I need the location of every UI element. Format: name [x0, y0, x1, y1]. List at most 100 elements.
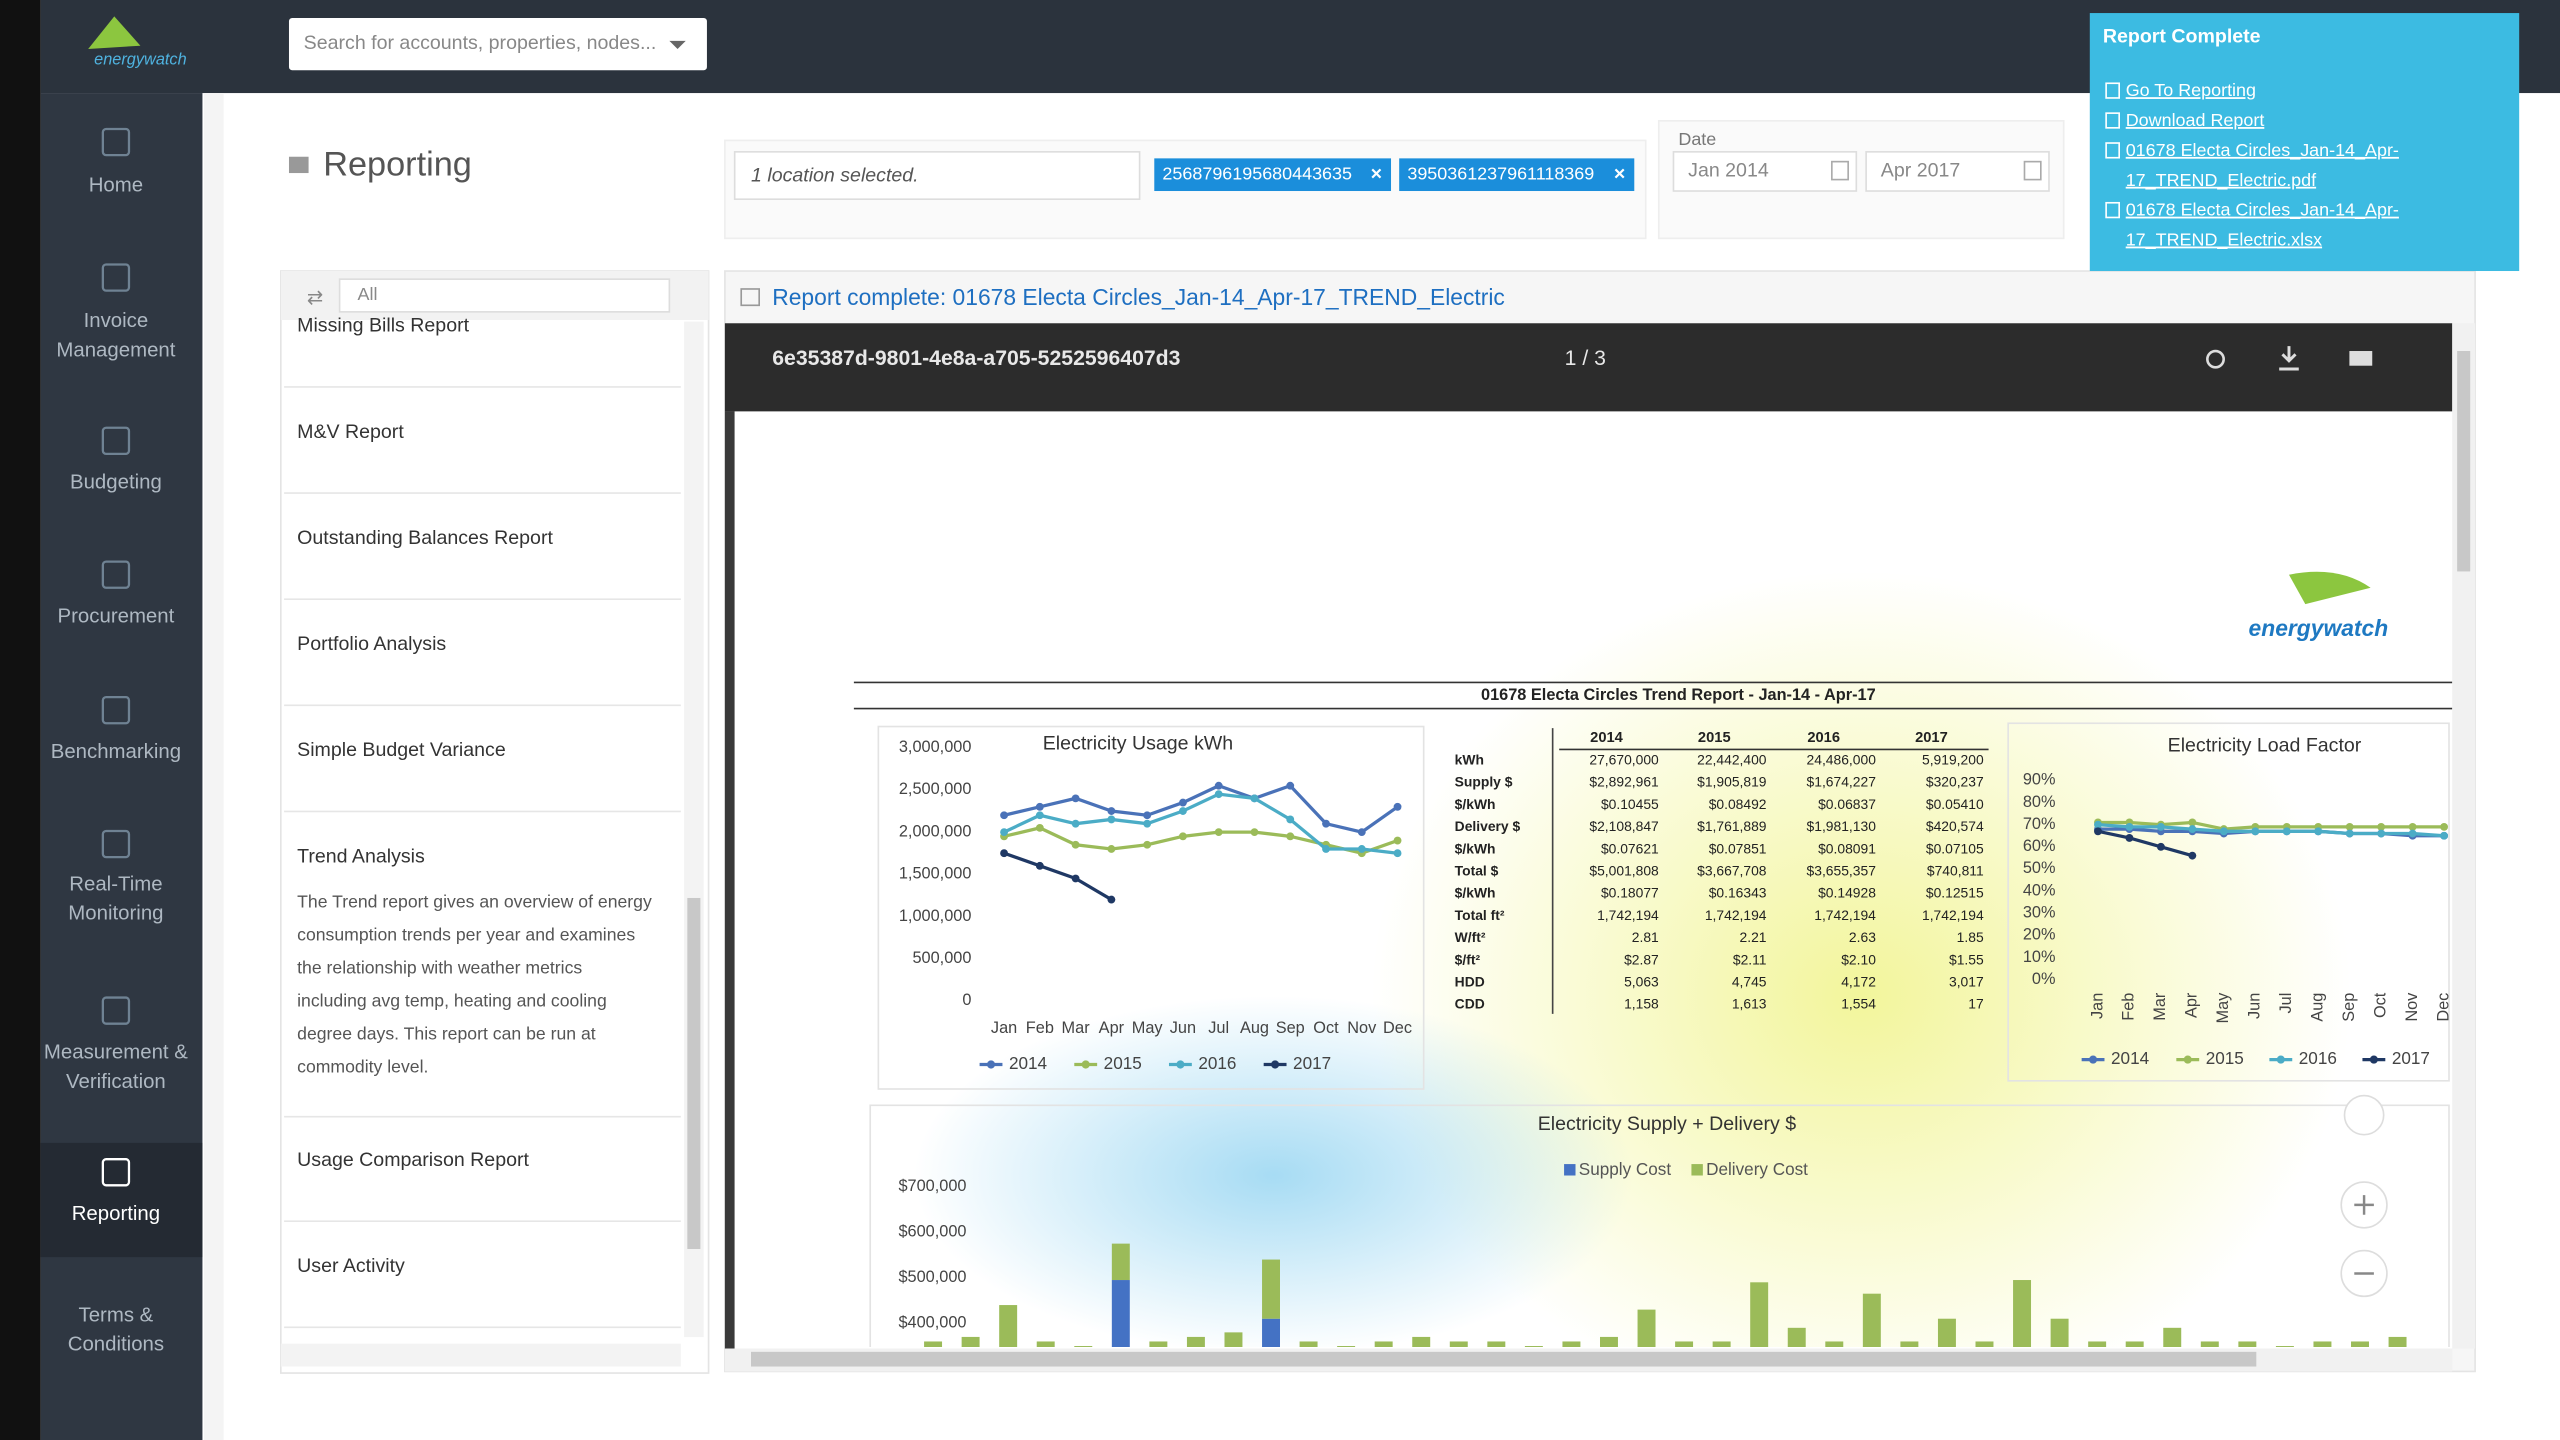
report-item[interactable]: User Activity [297, 1255, 405, 1277]
chart-title: Electricity Load Factor [2168, 734, 2362, 756]
series-marker [1107, 845, 1116, 853]
date-from[interactable]: Jan 2014 [1688, 160, 1769, 182]
notification-link[interactable]: Go To Reporting [2126, 80, 2256, 100]
table-cell: 2.63 [1849, 929, 1876, 945]
table-cell: $0.16343 [1709, 885, 1767, 901]
series-marker [1357, 828, 1366, 837]
notification-link[interactable]: 17_TREND_Electric.xlsx [2126, 230, 2322, 251]
tag-label[interactable]: 3950361237961118369 [1407, 163, 1594, 183]
table-cell: $0.07621 [1601, 840, 1659, 856]
search-caret [669, 40, 686, 49]
tag-remove[interactable]: × [1371, 163, 1382, 185]
calendar-icon[interactable] [1831, 160, 1849, 181]
nav-label[interactable]: Monitoring [68, 903, 163, 925]
table-cell: $2.10 [1841, 951, 1876, 967]
nav-icon[interactable] [101, 263, 131, 292]
tag-label[interactable]: 2568796195680443635 [1162, 163, 1352, 183]
nav-label[interactable]: Measurement & [44, 1041, 188, 1063]
nav-label[interactable]: Terms & [79, 1304, 154, 1326]
table-row-label: $/ft² [1455, 951, 1481, 967]
series-marker [1179, 807, 1187, 815]
series-marker [1179, 832, 1187, 841]
nav-label[interactable]: Benchmarking [51, 741, 181, 763]
nav-label[interactable]: Conditions [68, 1334, 164, 1356]
link-icon [2105, 112, 2120, 129]
download-button[interactable] [2279, 346, 2299, 371]
notification-link[interactable]: 01678 Electa Circles_Jan-14_Apr- [2126, 200, 2399, 221]
y-tick-label: 2,500,000 [899, 780, 972, 798]
nav-icon[interactable] [101, 560, 131, 589]
nav-label[interactable]: Management [56, 339, 175, 361]
print-button[interactable] [2349, 351, 2373, 366]
series-marker [1071, 840, 1080, 849]
nav-label[interactable]: Invoice [84, 310, 149, 332]
nav-icon[interactable] [101, 426, 131, 456]
tag-remove[interactable]: × [1614, 163, 1625, 185]
nav-icon[interactable] [101, 1158, 131, 1187]
series-marker [2408, 829, 2417, 838]
x-tick-label: Feb [1026, 1019, 1054, 1037]
bar-segment [1262, 1259, 1280, 1319]
notification-link[interactable]: 01678 Electa Circles_Jan-14_Apr- [2126, 140, 2399, 161]
table-cell: $0.05410 [1926, 796, 1984, 812]
viewer-hscroll-thumb[interactable] [751, 1351, 2257, 1367]
viewer-vscroll-thumb[interactable] [2457, 351, 2471, 572]
series-marker [1107, 895, 1116, 904]
series-marker [1250, 794, 1259, 803]
location-select[interactable] [733, 151, 1141, 200]
filter-select[interactable] [338, 278, 671, 313]
series-marker [2440, 831, 2448, 840]
nav-label[interactable]: Real-Time [69, 873, 162, 895]
x-tick-label: Apr [1099, 1019, 1125, 1037]
y-tick-label: $500,000 [898, 1268, 966, 1286]
bar-segment [1675, 1341, 1694, 1347]
bar-segment [1186, 1336, 1205, 1347]
nav-label[interactable]: Reporting [72, 1203, 160, 1225]
tag[interactable] [1399, 158, 1635, 192]
report-item[interactable]: Trend Analysis [297, 845, 425, 867]
search-box[interactable] [288, 17, 707, 71]
filter-value[interactable]: All [358, 284, 378, 304]
table-cell: 1,742,194 [1814, 907, 1876, 923]
legend-label: 2015 [2206, 1048, 2244, 1068]
fit-button[interactable] [2343, 1094, 2385, 1136]
date-from-input[interactable] [1672, 151, 1858, 192]
nav-icon[interactable] [101, 829, 131, 859]
tag[interactable] [1154, 158, 1392, 192]
bar-segment [1600, 1336, 1618, 1347]
y-tick-label: 500,000 [912, 949, 971, 967]
series-marker [2188, 825, 2197, 834]
report-item[interactable]: Simple Budget Variance [297, 739, 506, 761]
date-to-input[interactable] [1865, 151, 2050, 192]
notification-link[interactable]: Download Report [2126, 110, 2265, 130]
calendar-icon[interactable] [2023, 160, 2042, 181]
report-item[interactable]: Usage Comparison Report [297, 1149, 529, 1171]
table-cell: 1,742,194 [1922, 907, 1984, 923]
bar-segment [1111, 1243, 1130, 1281]
nav-label[interactable]: Home [89, 175, 143, 197]
search-placeholder[interactable]: Search for accounts, properties, nodes..… [304, 32, 657, 54]
table-cell: $320,237 [1926, 774, 1984, 790]
nav-label[interactable]: Verification [66, 1071, 166, 1093]
nav-icon[interactable] [101, 127, 131, 157]
nav-icon[interactable] [101, 996, 131, 1025]
rotate-button[interactable] [2206, 349, 2225, 369]
nav-label[interactable]: Budgeting [70, 472, 162, 494]
nav-icon[interactable] [101, 696, 131, 725]
report-item[interactable]: Missing Bills Report [297, 315, 469, 337]
report-item[interactable]: Portfolio Analysis [297, 633, 446, 655]
series-marker [1322, 819, 1330, 828]
date-to[interactable]: Apr 2017 [1881, 160, 1960, 182]
table-cell: 27,670,000 [1589, 751, 1659, 767]
table-cell: $0.14928 [1818, 885, 1876, 901]
bar-segment [2200, 1341, 2219, 1347]
bar-segment [2313, 1341, 2332, 1347]
report-item[interactable]: M&V Report [297, 421, 404, 443]
series-marker [2156, 842, 2165, 851]
list-scroll-thumb[interactable] [687, 897, 701, 1249]
nav-label[interactable]: Procurement [58, 606, 175, 628]
location-text[interactable]: 1 location selected. [751, 164, 919, 186]
y-tick-label: 10% [2023, 948, 2056, 966]
notification-link[interactable]: 17_TREND_Electric.pdf [2126, 170, 2317, 191]
report-item[interactable]: Outstanding Balances Report [297, 527, 553, 549]
